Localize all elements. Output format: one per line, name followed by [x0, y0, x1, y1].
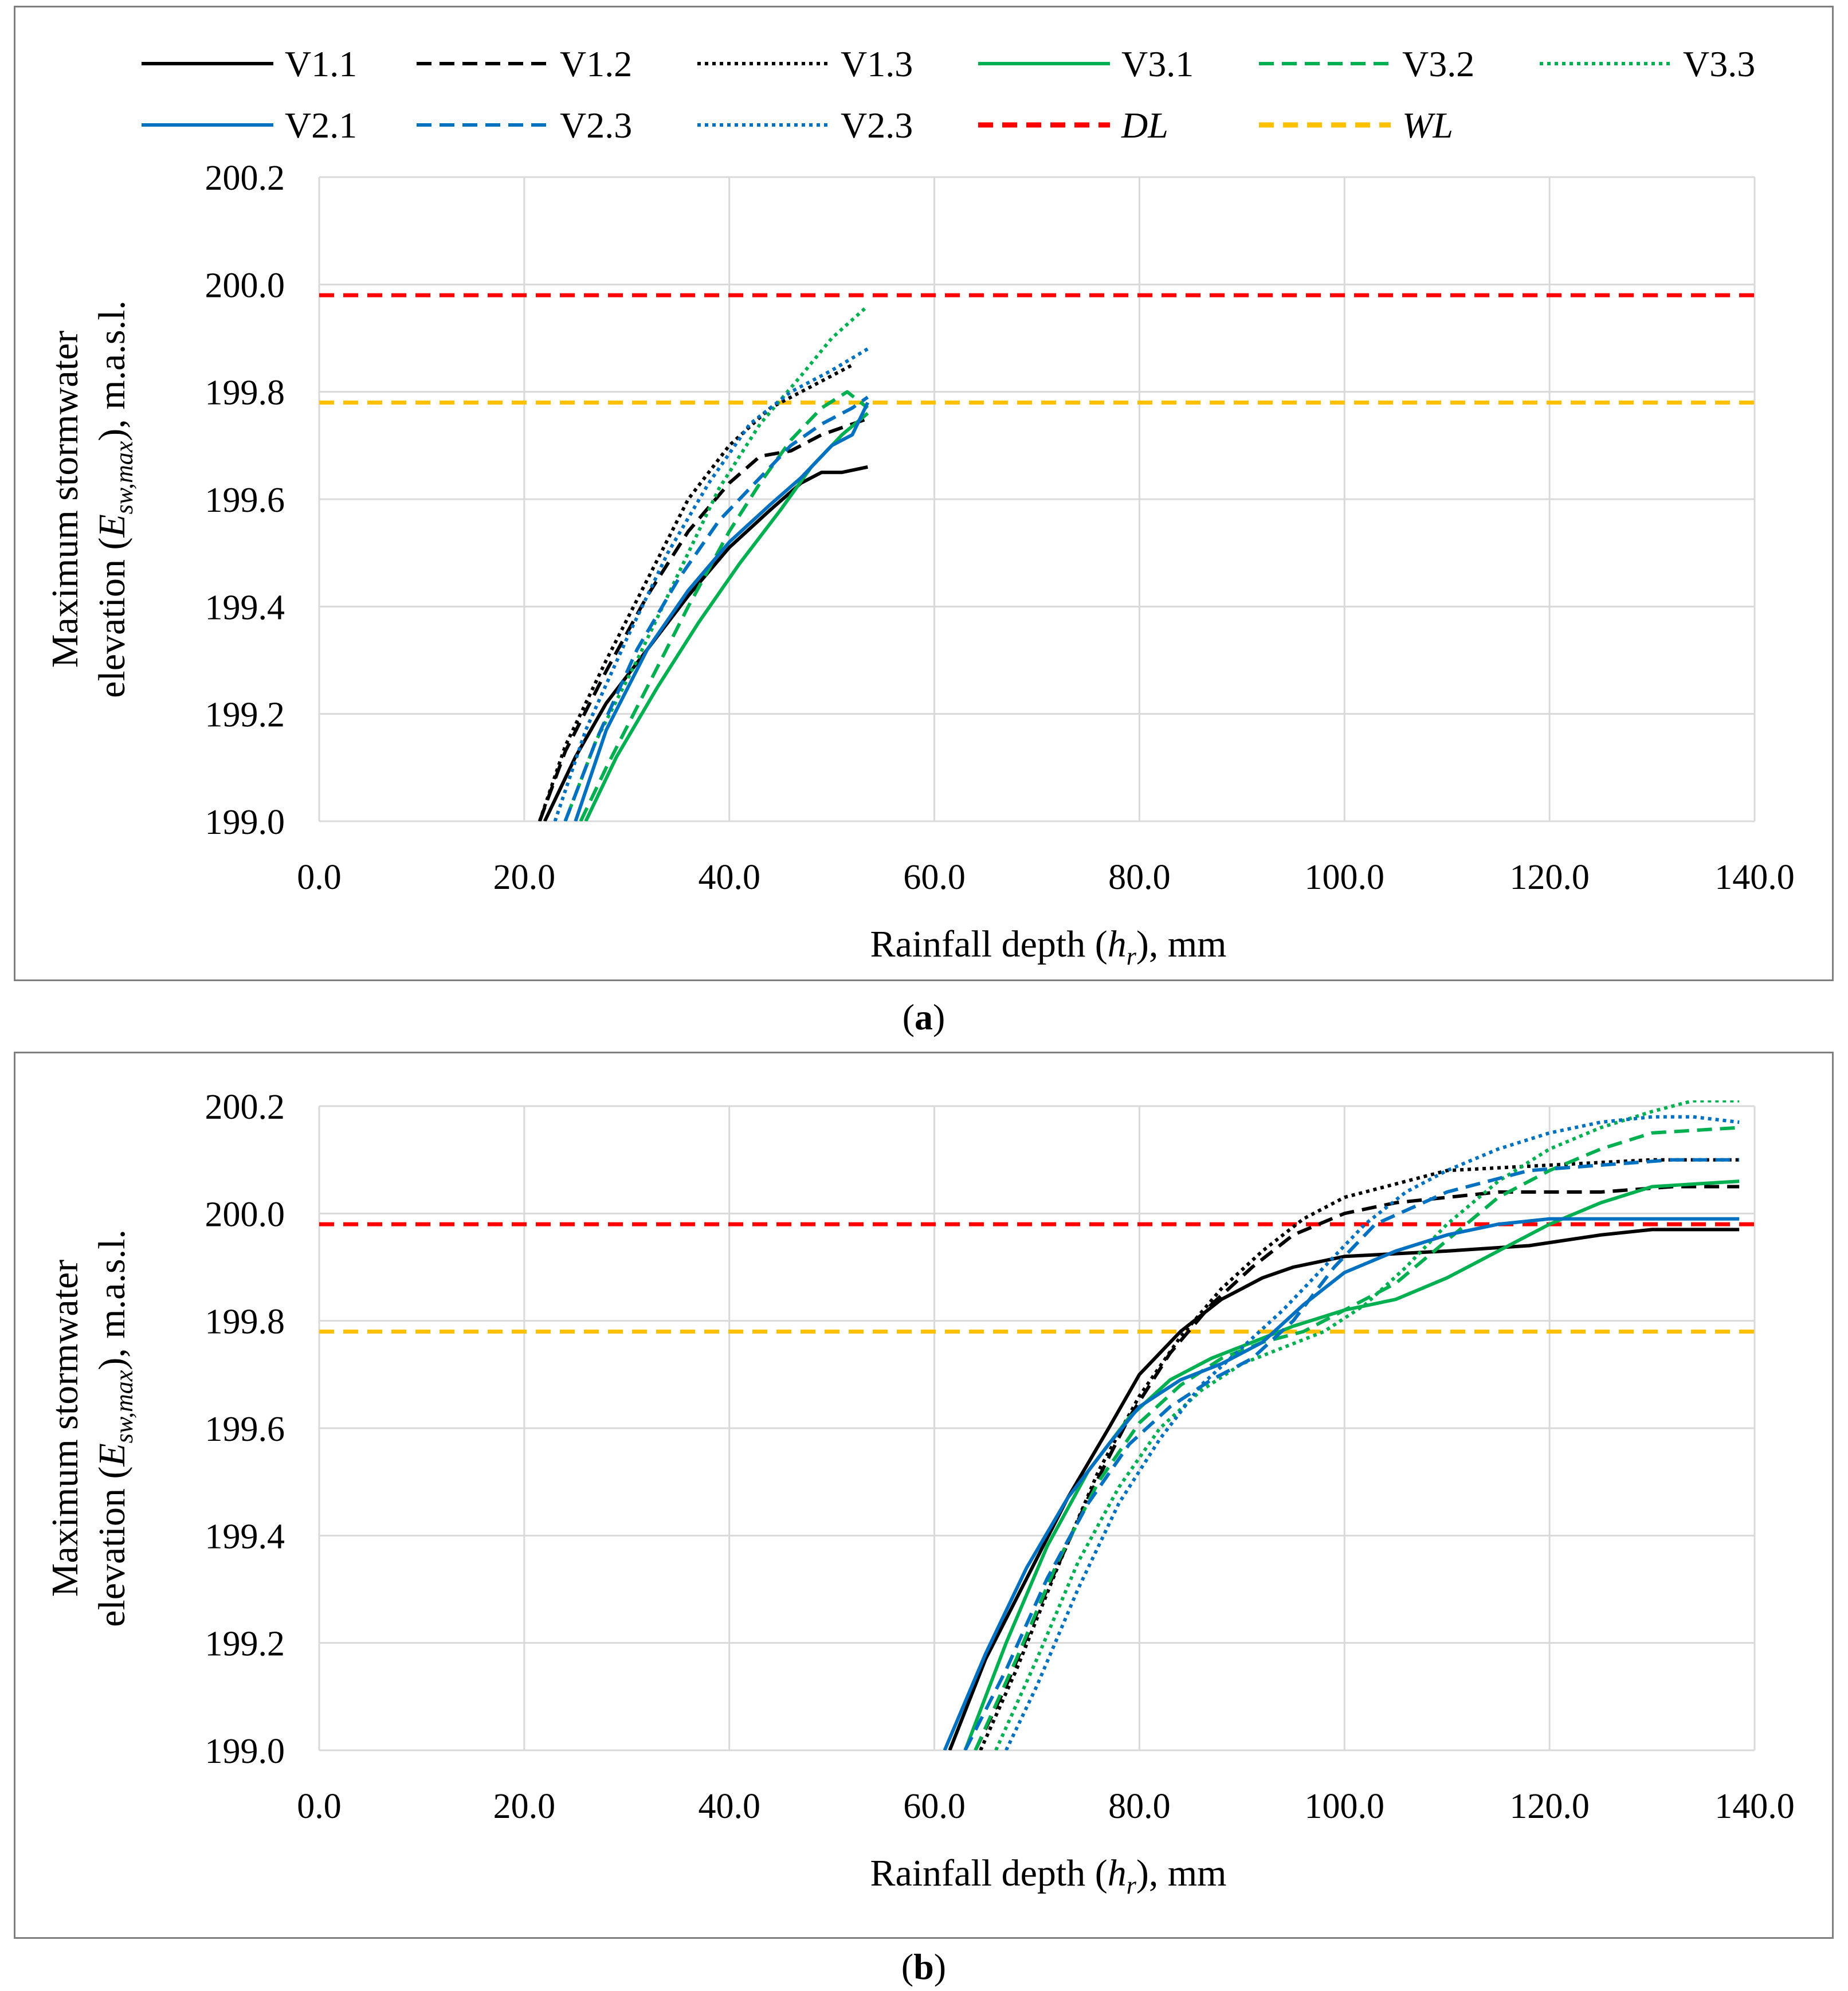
chart-panel-b: 0.0 20.0 40.0 60.0 80.0 100.0 120.0 140.0 199.0 1… [14, 1052, 1834, 1939]
legend-item: V3.1 [978, 44, 1194, 84]
chart-a-svg: 0.0 20.0 40.0 60.0 80.0 100.0 120.0 140.0 199.0 1… [44, 44, 1795, 970]
gridlines [318, 1105, 1756, 1751]
legend-item: V1.3 [697, 44, 913, 84]
gridlines [318, 176, 1756, 822]
y-tick-label: 199.4 [205, 1517, 285, 1556]
legend-label: WL [1402, 105, 1453, 146]
chart-b-svg: 0.0 20.0 40.0 60.0 80.0 100.0 120.0 140.0 199.0 1… [44, 1088, 1795, 1899]
y-tick-label: 199.2 [205, 1625, 285, 1664]
subfigure-label-b: (b) [901, 1946, 947, 1987]
y-axis-title-line1: Maximum stormwater [44, 331, 86, 668]
series-line-v3-1 [963, 1179, 1740, 1750]
series-line-v2-3 [563, 395, 869, 821]
legend: V1.1 V1.2 V1.3 V3.1 V3.2 V3.3 V2.1 V2.3 V2.3 DL WL [142, 44, 1755, 146]
x-tick-label: 120.0 [1509, 858, 1590, 897]
y-tick-label: 199.8 [205, 1303, 285, 1342]
series-line-v1-1 [948, 1228, 1740, 1750]
x-tick-label: 40.0 [698, 858, 760, 897]
series-line-v2-1 [943, 1217, 1740, 1750]
legend-label: V3.1 [1121, 44, 1194, 84]
x-tick-label: 80.0 [1108, 1787, 1171, 1826]
subfigure-label-a: (a) [902, 997, 945, 1037]
series-line-v2-3 [1005, 1115, 1740, 1750]
series-line-v2-3 [963, 1158, 1740, 1750]
x-tick-label: 120.0 [1509, 1787, 1590, 1826]
subfigure-letter-b: b [913, 1946, 934, 1987]
y-tick-label: 200.2 [205, 1088, 285, 1127]
y-tick-label: 199.6 [205, 481, 285, 520]
y-axis-title-line1: Maximum stormwater [44, 1260, 86, 1597]
x-axis-title: Rainfall depth (hr), mm [870, 1852, 1227, 1899]
legend-label: V1.2 [560, 44, 632, 84]
legend-label: V3.2 [1402, 44, 1474, 84]
x-tick-label: 20.0 [493, 1787, 556, 1826]
legend-item: V1.2 [417, 44, 632, 84]
series-line-v3-2 [579, 390, 869, 821]
x-tick-label: 60.0 [903, 1787, 966, 1826]
series-line-v1-2 [537, 417, 869, 821]
y-tick-label: 199.4 [205, 588, 285, 627]
legend-label: V1.3 [841, 44, 913, 84]
x-tick-label: 0.0 [297, 1787, 342, 1826]
y-tick-label: 199.2 [205, 696, 285, 735]
x-tick-label: 140.0 [1714, 858, 1795, 897]
legend-item: V2.3 [697, 105, 913, 146]
y-tick-label: 199.8 [205, 374, 285, 413]
x-tick-label: 40.0 [698, 1787, 760, 1826]
x-tick-label: 0.0 [297, 858, 342, 897]
y-tick-label: 200.0 [205, 1195, 285, 1234]
chart-panel-a: 0.0 20.0 40.0 60.0 80.0 100.0 120.0 140.0 199.0 1… [14, 6, 1834, 981]
x-tick-label: 100.0 [1305, 858, 1385, 897]
x-tick-label: 100.0 [1305, 1787, 1385, 1826]
legend-item: V1.1 [142, 44, 357, 84]
y-tick-label: 199.6 [205, 1410, 285, 1449]
legend-label: V3.3 [1683, 44, 1755, 84]
x-axis-title: Rainfall depth (hr), mm [870, 923, 1227, 970]
series-line-v3-2 [974, 1126, 1740, 1750]
legend-item: V3.3 [1540, 44, 1755, 84]
legend-label: DL [1121, 105, 1168, 146]
legend-label: V2.1 [285, 105, 357, 146]
legend-label: V2.3 [560, 105, 632, 146]
y-axis-title-line2: elevation (Esw,max), m.a.s.l. [91, 1229, 138, 1627]
legend-item: V2.3 [417, 105, 632, 146]
legend-item: V3.2 [1259, 44, 1474, 84]
y-tick-label: 200.0 [205, 266, 285, 305]
x-tick-label: 80.0 [1108, 858, 1171, 897]
legend-item: WL [1259, 105, 1453, 146]
y-axis-title: Maximum stormwater elevation (Esw,max), m… [44, 1229, 138, 1627]
series-line-v3-3 [563, 304, 869, 821]
legend-label: V2.3 [841, 105, 913, 146]
y-tick-label: 199.0 [205, 803, 285, 842]
series-line-v2-1 [574, 402, 870, 821]
legend-label: V1.1 [285, 44, 357, 84]
series-line-v3-3 [994, 1100, 1740, 1750]
y-tick-label: 200.2 [205, 159, 285, 198]
legend-item: V2.1 [142, 105, 357, 146]
x-tick-label: 60.0 [903, 858, 966, 897]
series-line-v2-3 [553, 347, 869, 821]
series-line-v1-3 [537, 363, 853, 821]
series-line-v1-1 [543, 465, 868, 821]
x-tick-label: 140.0 [1714, 1787, 1795, 1826]
y-tick-label: 199.0 [205, 1732, 285, 1771]
legend-item: DL [978, 105, 1168, 146]
subfigure-letter-a: a [915, 997, 933, 1037]
y-axis-title: Maximum stormwater elevation (Esw,max), m… [44, 300, 138, 698]
y-axis-title-line2: elevation (Esw,max), m.a.s.l. [91, 300, 138, 698]
x-tick-label: 20.0 [493, 858, 556, 897]
